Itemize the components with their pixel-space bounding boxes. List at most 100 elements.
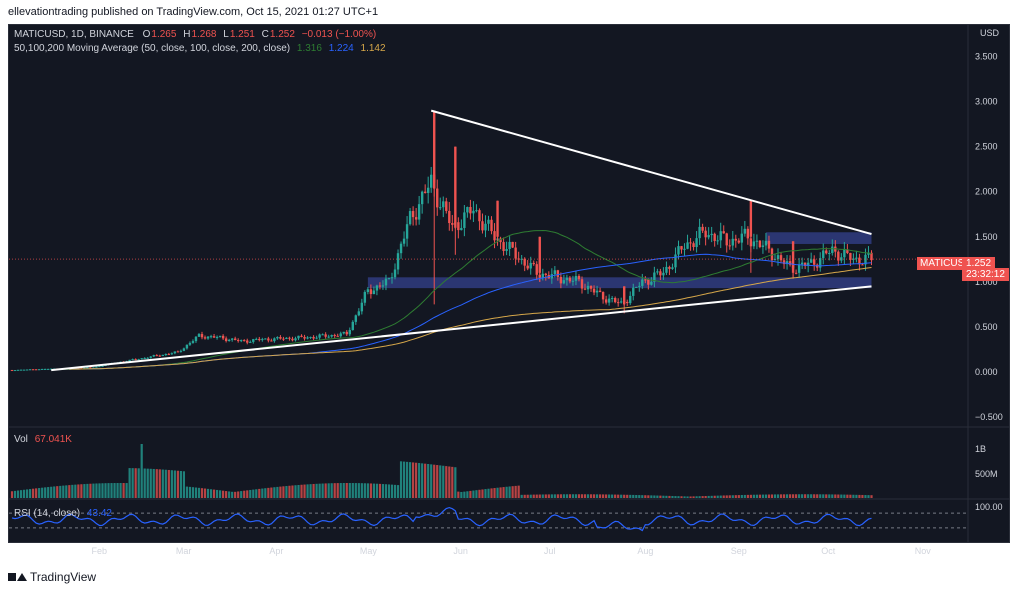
candle-body — [803, 262, 807, 267]
volume-bar — [807, 494, 810, 498]
candle-body — [179, 350, 183, 352]
volume-bar — [161, 469, 164, 498]
volume-bar — [725, 495, 728, 498]
price-axis-tick: −0.500 — [975, 412, 1003, 422]
volume-bar — [831, 494, 834, 498]
volume-bar — [309, 484, 312, 498]
volume-bar — [405, 461, 409, 498]
volume-bar — [59, 485, 62, 498]
volume-bar — [644, 495, 647, 498]
volume-bar — [246, 490, 249, 498]
candle-body — [348, 329, 351, 335]
volume-bar — [408, 462, 412, 498]
volume-bar — [315, 483, 318, 498]
candle-body — [719, 231, 722, 241]
candle-body — [517, 258, 520, 260]
volume-bar — [25, 489, 29, 498]
volume-bar — [731, 495, 734, 498]
candle-body — [330, 335, 333, 337]
volume-bar — [617, 494, 620, 498]
volume-bar — [469, 490, 472, 498]
volume-bar — [270, 487, 273, 498]
candle-body — [734, 238, 737, 241]
volume-bar — [65, 485, 68, 498]
volume-bar — [384, 484, 388, 498]
volume-bar — [589, 494, 593, 498]
volume-bar — [532, 494, 535, 498]
candle-body — [451, 223, 454, 225]
volume-bar — [680, 496, 683, 498]
candle-body — [722, 231, 725, 234]
descending-trendline — [430, 109, 872, 236]
volume-bar — [140, 444, 143, 498]
volume-bar — [448, 466, 451, 498]
volume-bar — [324, 483, 327, 498]
candle-body — [490, 219, 493, 232]
candle-body — [203, 337, 207, 339]
candle-body — [629, 295, 632, 304]
candle-body — [788, 261, 792, 265]
volume-bar — [710, 495, 713, 498]
candle-body — [442, 201, 445, 208]
candle-body — [619, 301, 623, 303]
volume-bar — [466, 491, 469, 498]
volume-bar — [321, 483, 324, 498]
volume-bar — [119, 483, 122, 498]
volume-bar — [701, 496, 704, 498]
price-axis-tick: 0.000 — [975, 367, 998, 377]
volume-bar — [779, 494, 783, 498]
candle-body — [469, 207, 472, 214]
candle-body — [499, 238, 502, 243]
last-price-tag: 1.252 — [962, 257, 996, 270]
volume-bar — [478, 489, 481, 498]
candle-body — [92, 367, 95, 369]
volume-bar — [131, 468, 134, 498]
volume-bar — [116, 483, 119, 498]
candle-body — [677, 246, 680, 255]
candle-body — [264, 338, 267, 340]
time-axis-tick: May — [360, 546, 378, 556]
candle-body — [152, 355, 155, 357]
candle-body — [255, 338, 258, 340]
candle-body — [448, 210, 451, 224]
volume-bar — [167, 469, 170, 498]
volume-bar — [562, 494, 565, 498]
volume-bar — [517, 485, 520, 498]
candle-body — [776, 255, 780, 260]
candle-body — [258, 338, 261, 341]
volume-bar — [770, 494, 774, 498]
symbol-tag: MATICUSD — [917, 257, 975, 270]
candle-body — [273, 338, 276, 342]
candle-body — [270, 340, 273, 342]
volume-bar — [95, 483, 98, 498]
candle-body — [167, 354, 171, 356]
candle-body — [185, 344, 189, 349]
candle-body — [523, 258, 526, 266]
candle-body — [146, 357, 149, 359]
volume-bar — [837, 494, 840, 498]
volume-bar — [475, 490, 478, 498]
volume-bar — [840, 494, 843, 498]
ascending-trendline — [51, 285, 872, 372]
volume-bar — [846, 494, 849, 498]
volume-bar — [173, 470, 176, 498]
candle-body — [243, 340, 246, 342]
volume-bar — [402, 461, 406, 498]
candle-body — [755, 240, 759, 242]
volume-bar — [35, 488, 38, 498]
candle-body — [463, 212, 466, 228]
candle-body — [303, 336, 306, 339]
volume-bar — [261, 488, 264, 498]
candle-body — [345, 331, 348, 335]
candle-body — [752, 241, 756, 247]
legend-symbol: MATICUSD, 1D, BINANCE — [14, 29, 134, 40]
candle-body — [13, 370, 17, 372]
volume-bar — [206, 488, 210, 498]
candle-body — [28, 369, 32, 371]
volume-bar — [460, 491, 463, 498]
volume-bar — [387, 484, 391, 498]
candle-body — [300, 335, 303, 337]
volume-bar — [728, 495, 731, 498]
volume-bar — [734, 495, 737, 498]
